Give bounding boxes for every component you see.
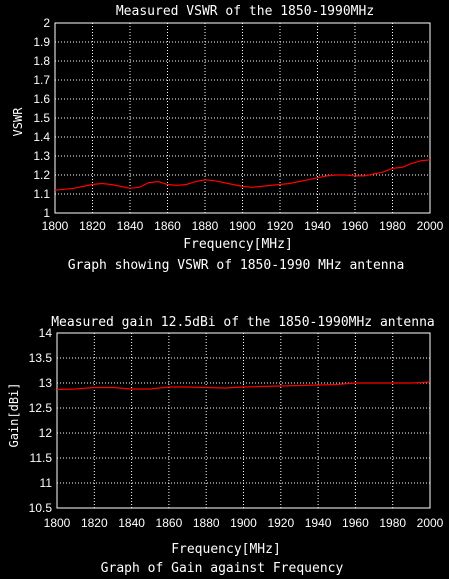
vswr-y-axis-label: VSWR [11,107,25,137]
vswr-x-tick-label: 1820 [79,219,106,233]
vswr-x-tick-label: 1920 [267,219,294,233]
vswr-x-tick-label: 1800 [42,219,69,233]
vswr-y-tick-label: 1.7 [33,73,50,87]
gain-series-line [56,381,431,391]
vswr-x-tick-label: 1840 [117,219,144,233]
gain-x-tick-label: 1900 [230,516,257,530]
gain-x-tick-label: 2000 [417,516,444,530]
gain-y-tick-label: 11 [40,476,53,490]
vswr-x-tick-label: 1880 [192,219,219,233]
gain-x-tick-label: 1840 [118,516,145,530]
vswr-y-tick-label: 1.5 [33,111,50,125]
vswr-chart-caption: Graph showing VSWR of 1850-1990 MHz ante… [68,258,405,273]
vswr-y-tick-label: 1.2 [33,168,50,182]
gain-x-tick-label: 1980 [379,516,406,530]
vswr-y-tick-label: 1.9 [33,35,50,49]
gain-y-tick-label: 11.5 [30,451,53,465]
vswr-y-tick-label: 1.6 [33,92,50,106]
vswr-y-tick-label: 1.1 [33,187,50,201]
gain-y-tick-label: 13 [39,376,53,390]
vswr-y-tick-label: 2 [43,16,50,30]
vswr-chart: Measured VSWR of the 1850-1990MHz VSWR F… [11,4,444,273]
vswr-y-tick-label: 1.4 [33,130,50,144]
vswr-y-tick-label: 1.8 [33,54,50,68]
vswr-x-axis-label: Frequency[MHz] [183,237,293,252]
gain-y-tick-label: 12.5 [29,401,53,415]
gain-y-tick-label: 10.5 [29,501,53,515]
gain-x-axis-label: Frequency[MHz] [171,542,281,557]
gain-chart-title: Measured gain 12.5dBi of the 1850-1990MH… [51,315,435,330]
gain-y-axis-label: Gain[dBi] [7,382,21,447]
gain-y-tick-label: 12 [39,426,53,440]
gain-x-tick-label: 1920 [267,516,294,530]
gain-x-tick-label: 1860 [156,516,183,530]
gain-chart-caption: Graph of Gain against Frequency [101,561,344,576]
vswr-x-tick-label: 2000 [417,219,444,233]
vswr-x-tick-label: 1860 [154,219,181,233]
vswr-y-tick-label: 1.3 [33,149,50,163]
gain-x-tick-label: 1940 [305,516,332,530]
gain-chart: Measured gain 12.5dBi of the 1850-1990MH… [7,315,444,576]
gain-x-tick-label: 1880 [193,516,220,530]
vswr-series-line [54,159,431,191]
gain-y-tick-label: 14 [39,326,53,340]
gain-x-tick-label: 1820 [81,516,108,530]
gain-y-tick-label: 13.5 [29,351,53,365]
vswr-x-tick-label: 1960 [342,219,369,233]
vswr-x-tick-label: 1940 [304,219,331,233]
vswr-x-tick-label: 1980 [379,219,406,233]
vswr-y-tick-label: 1 [43,206,50,220]
vswr-x-tick-label: 1900 [229,219,256,233]
gain-x-tick-label: 1800 [44,516,71,530]
vswr-chart-title: Measured VSWR of the 1850-1990MHz [116,4,374,19]
gain-x-tick-label: 1960 [342,516,369,530]
